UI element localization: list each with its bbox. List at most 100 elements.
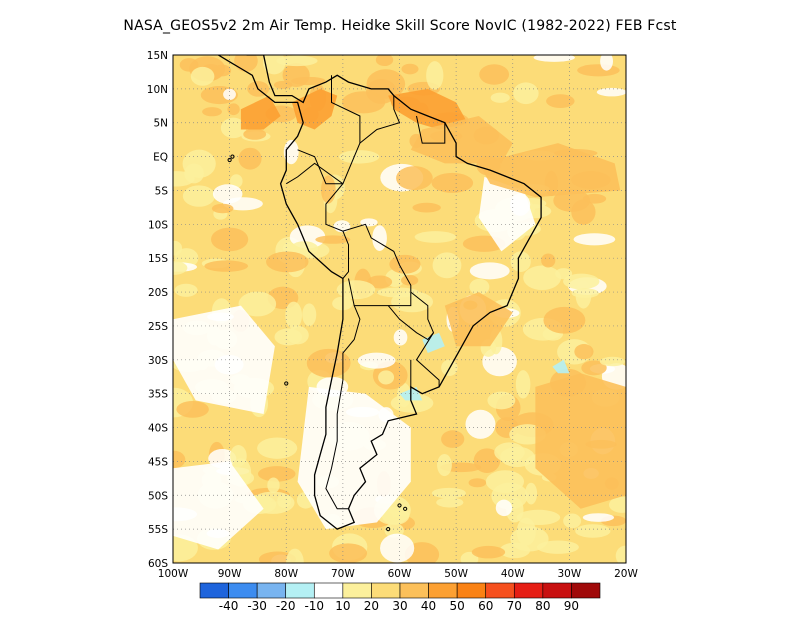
field-blotch — [220, 117, 247, 139]
lon-tick-label: 80W — [274, 568, 298, 580]
field-blotch — [437, 453, 452, 477]
field-blotch — [338, 150, 380, 164]
longitude-tick-labels: 100W 90W 80W 70W 60W 50W 40W 30W 20W — [158, 568, 639, 580]
colombia-core — [291, 88, 338, 130]
lat-tick-label: 15N — [147, 50, 168, 62]
field-blotch — [571, 288, 599, 298]
field-blotch — [468, 478, 487, 488]
lat-tick-label: 45S — [148, 456, 168, 468]
country-border — [416, 115, 446, 144]
field-blotch — [204, 260, 249, 272]
field-blotch — [573, 233, 616, 246]
colorbar-swatch — [456, 582, 487, 599]
lat-tick-label: 50S — [148, 490, 168, 502]
colorbar-label: -20 — [276, 599, 296, 613]
field-blotch — [487, 391, 516, 410]
field-blotch — [378, 370, 395, 385]
field-blotch — [495, 499, 513, 517]
field-blotch — [533, 55, 575, 62]
field-blotch — [285, 301, 303, 329]
field-blotch — [190, 66, 215, 86]
pacific-south-white — [173, 461, 264, 550]
field-blotch — [525, 482, 538, 505]
field-blotch — [315, 235, 351, 244]
island — [397, 503, 402, 508]
field-blotch — [211, 203, 234, 214]
field-blotch — [380, 533, 415, 563]
atlantic-east-north — [478, 143, 621, 198]
field-blotch — [266, 251, 309, 273]
field-blotch — [290, 241, 319, 256]
field-blotch — [262, 55, 286, 75]
colorbar-label: 20 — [364, 599, 379, 613]
atlantic-south-east — [535, 373, 626, 509]
field-blotch — [179, 58, 199, 72]
field-blotch — [471, 545, 506, 559]
field-blotch — [523, 265, 562, 291]
lon-tick-label: 30W — [558, 568, 582, 580]
lat-tick-label: 20S — [148, 287, 168, 299]
field-blotch — [173, 450, 186, 469]
lat-tick-label: 25S — [148, 321, 168, 333]
field-blotch — [555, 268, 573, 280]
field-blotch — [546, 94, 575, 109]
field-blotch — [173, 240, 183, 256]
colorbar-swatch — [342, 582, 372, 599]
field-blotch — [609, 496, 626, 513]
field-blotch — [574, 344, 594, 360]
field-blotch — [174, 283, 198, 297]
field-blotch — [599, 356, 626, 367]
amazon-mouth — [410, 116, 513, 164]
field-blotch — [273, 80, 293, 90]
colorbar-swatch — [513, 582, 544, 599]
field-blotch — [357, 352, 396, 369]
colorbar-label: 90 — [564, 599, 579, 613]
field-blotch — [282, 63, 310, 88]
field-blotch — [223, 88, 236, 101]
colorbar-swatch — [485, 582, 515, 599]
lon-tick-label: 20W — [614, 568, 638, 580]
field-blotch — [243, 128, 267, 140]
field-blotch — [321, 175, 336, 204]
island — [403, 506, 408, 511]
field-blotch — [276, 55, 318, 67]
lat-tick-label: 10S — [148, 219, 168, 231]
field-blotch — [391, 291, 434, 313]
field-blotch — [563, 513, 582, 529]
colorbar-label: 50 — [450, 599, 465, 613]
field-blotch — [401, 63, 419, 75]
colorbar: -40 -30 -20 -10 10 20 30 40 50 60 70 80 90 — [199, 582, 601, 613]
field-blotch — [510, 526, 549, 552]
field-blotch — [367, 275, 393, 289]
colorbar-label: -10 — [304, 599, 324, 613]
field-blotch — [283, 139, 299, 165]
field-blotch — [341, 91, 386, 114]
lat-lon-grid — [173, 55, 626, 563]
field-blotch — [432, 252, 462, 279]
skill-score-field — [173, 55, 626, 563]
lat-tick-label: EQ — [153, 152, 168, 164]
field-blotch — [541, 253, 556, 268]
field-blotch — [436, 497, 464, 508]
field-blotch — [372, 225, 387, 251]
field-blotch — [536, 540, 579, 554]
colorbar-swatch — [313, 582, 344, 599]
field-blotch — [465, 409, 496, 439]
coastline — [217, 55, 542, 530]
field-blotch — [213, 64, 232, 77]
colorbar-swatch — [371, 582, 401, 599]
field-blotch — [329, 543, 368, 563]
colorbar-swatch — [399, 582, 429, 599]
field-blotch — [494, 442, 525, 463]
country-border — [359, 95, 401, 144]
field-blotch — [375, 55, 394, 67]
latitude-tick-labels: 15N 10N 5N EQ 5S 10S 15S 20S 25S 30S 35S 40S 45S 50S 5… — [147, 50, 169, 570]
lat-tick-label: 55S — [148, 524, 168, 536]
field-blotch — [176, 400, 209, 418]
country-border — [415, 332, 440, 387]
field-blotch — [515, 370, 531, 399]
field-blotch — [267, 477, 280, 494]
field-blotch — [479, 64, 510, 85]
lat-tick-label: 15S — [148, 253, 168, 265]
